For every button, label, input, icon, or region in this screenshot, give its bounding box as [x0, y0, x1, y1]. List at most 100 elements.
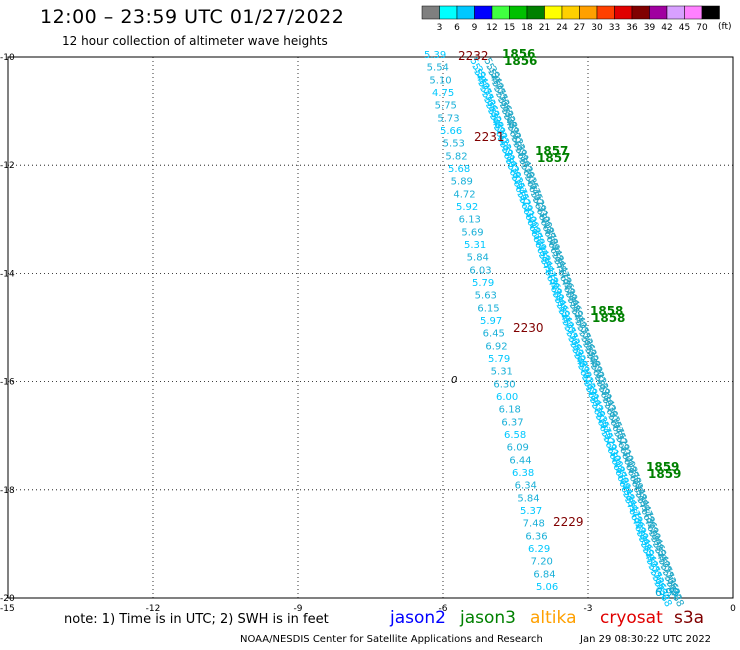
swh-label: 5.37	[520, 506, 542, 517]
scale-swatch	[666, 5, 685, 20]
scale-unit-label: (ft)	[718, 22, 732, 32]
scale-swatch	[701, 5, 720, 20]
swh-label: 5.69	[461, 227, 483, 238]
swh-label: 4.72	[453, 189, 475, 200]
scale-tick-label: 12	[486, 23, 497, 33]
scale-swatch	[561, 5, 580, 20]
cryosat-time-label: 2232	[458, 49, 489, 63]
swh-label: 5.92	[456, 202, 478, 213]
swh-label: 5.73	[437, 113, 459, 124]
scale-tick-label: 15	[504, 23, 515, 33]
swh-label: 6.18	[499, 405, 521, 416]
swh-label: 6.45	[483, 329, 505, 340]
scale-swatch	[631, 5, 650, 20]
color-scale-legend: 3 6 9 12 15 18 21 24 27 30 33 36 39 42 45 70	[421, 5, 720, 33]
footer-credit: NOAA/NESDIS Center for Satellite Applica…	[240, 634, 543, 645]
swh-label: 7.20	[531, 557, 553, 568]
jason3-time-label-shadow: 1859	[648, 467, 681, 481]
swh-label: 5.63	[475, 291, 497, 302]
jason3-time-label: 1858	[590, 304, 623, 318]
x-tick-label: -3	[584, 604, 593, 614]
scale-swatch	[526, 5, 545, 20]
scale-swatch	[579, 5, 598, 20]
x-tick-label: -12	[146, 604, 161, 614]
scale-swatch	[439, 5, 458, 20]
swh-label: 5.68	[448, 164, 470, 175]
swh-label: 5.06	[536, 582, 558, 593]
swh-label: 6.09	[507, 443, 529, 454]
legend-s3a: s3a	[674, 608, 705, 628]
y-tick-label: -20	[0, 594, 15, 604]
track-labels: 2232 2231 2230 2229 1856 1857 1858 1859 1856 1857…	[451, 47, 681, 599]
swh-label: 5.97	[480, 316, 502, 327]
scale-swatch	[544, 5, 563, 20]
scale-tick-label: 33	[609, 23, 620, 33]
scale-swatch	[491, 5, 510, 20]
swh-label: 6.03	[469, 265, 491, 276]
y-tick-label: -10	[0, 53, 15, 63]
swh-label: 5.84	[467, 253, 489, 264]
scale-swatch	[474, 5, 493, 20]
legend-jason2: jason2	[390, 608, 446, 628]
x-tick-label: -15	[0, 604, 15, 614]
swh-label: 6.13	[459, 215, 481, 226]
scale-tick-label: 9	[472, 23, 478, 33]
swh-label: 5.31	[491, 367, 513, 378]
swh-label: 5.53	[443, 139, 465, 150]
swh-label: 6.92	[485, 341, 507, 352]
swh-label: 5.54	[427, 63, 449, 74]
swh-label: 6.29	[528, 544, 550, 555]
jason3-time-label: 1857	[535, 144, 568, 158]
footer-timestamp: Jan 29 08:30:22 UTC 2022	[580, 634, 712, 645]
swh-label: 6.00	[496, 392, 518, 403]
track-end-label: 6.99	[655, 586, 680, 599]
scale-swatch	[649, 5, 668, 20]
x-tick-label: 0	[730, 604, 736, 614]
stray-label: 0	[451, 375, 457, 386]
swh-label: 5.84	[517, 493, 539, 504]
swh-label: 6.30	[493, 379, 515, 390]
scale-swatch	[596, 5, 615, 20]
swh-label: 6.34	[515, 481, 537, 492]
swh-label: 5.10	[429, 75, 451, 86]
swh-label: 6.44	[509, 455, 531, 466]
legend-altika: altika	[530, 608, 577, 628]
scale-tick-label: 18	[521, 23, 533, 33]
jason3-time-label: 1856	[502, 47, 535, 61]
swh-label: 5.31	[464, 240, 486, 251]
swh-label: 6.37	[501, 417, 523, 428]
legend-cryosat: cryosat	[600, 608, 663, 628]
scale-swatch	[614, 5, 633, 20]
jason3-time-label-shadow: 1858	[592, 311, 625, 325]
swh-label: 5.79	[472, 278, 494, 289]
swh-label: 6.36	[525, 531, 547, 542]
y-tick-label: -12	[0, 161, 15, 171]
cryosat-time-label: 2229	[553, 515, 584, 529]
scale-tick-label: 3	[437, 23, 443, 33]
scale-tick-label: 21	[539, 23, 550, 33]
swh-label: 7.48	[523, 519, 545, 530]
scale-swatch	[421, 5, 440, 20]
swh-label: 5.79	[488, 354, 510, 365]
jason3-time-label-shadow: 1856	[504, 54, 537, 68]
jason3-time-label-shadow: 1857	[537, 151, 570, 165]
scale-tick-label: 6	[454, 23, 460, 33]
scale-tick-label: 36	[626, 23, 638, 33]
swh-label: 6.58	[504, 430, 526, 441]
x-tick-label: -6	[439, 604, 448, 614]
swh-label: 4.75	[432, 88, 454, 99]
scale-tick-label: 42	[661, 23, 672, 33]
x-tick-label: -9	[294, 604, 303, 614]
map-frame	[7, 56, 734, 599]
scale-swatch	[456, 5, 475, 20]
map-subtitle: 12 hour collection of altimeter wave hei…	[62, 34, 328, 48]
swh-label: 5.75	[435, 101, 457, 112]
swh-label: 5.89	[451, 177, 473, 188]
swh-label: 5.39	[424, 50, 446, 61]
scale-tick-label: 30	[591, 23, 603, 33]
legend-jason3: jason3	[460, 608, 516, 628]
swh-label: 6.15	[477, 303, 499, 314]
note-text: note: 1) Time is in UTC; 2) SWH is in fe…	[64, 612, 329, 627]
scale-tick-label: 39	[644, 23, 656, 33]
